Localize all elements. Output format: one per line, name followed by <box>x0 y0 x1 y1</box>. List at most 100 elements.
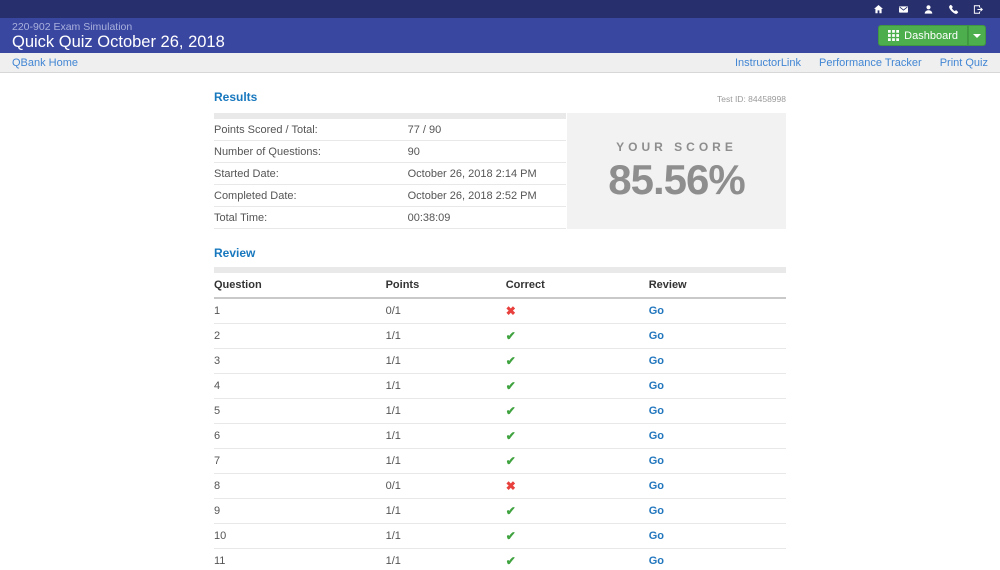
stats-row: Total Time: 00:38:09 <box>214 206 566 229</box>
stat-label: Points Scored / Total: <box>214 119 408 141</box>
dashboard-button-label: Dashboard <box>904 29 958 42</box>
score-box: YOUR SCORE 85.56% <box>567 113 786 229</box>
dashboard-button[interactable]: Dashboard <box>878 25 968 46</box>
review-cell: Go <box>648 423 786 449</box>
go-review-link[interactable]: Go <box>648 355 664 367</box>
review-table-row: 9 1/1 ✔ Go <box>214 498 786 524</box>
correct-check-icon: ✔ <box>505 354 516 368</box>
user-icon[interactable] <box>923 4 934 15</box>
stat-value: October 26, 2018 2:52 PM <box>407 184 566 207</box>
question-number: 6 <box>214 423 386 449</box>
review-table-row: 1 0/1 ✖ Go <box>214 298 786 324</box>
results-header-row: Results Test ID: 84458998 <box>214 90 786 104</box>
go-review-link[interactable]: Go <box>648 430 664 442</box>
review-table-row: 3 1/1 ✔ Go <box>214 348 786 374</box>
caret-down-icon <box>973 33 981 38</box>
nav-performance-tracker[interactable]: Performance Tracker <box>819 56 922 69</box>
results-heading: Results <box>214 90 258 104</box>
correct-cell: ✔ <box>505 423 649 449</box>
points-value: 1/1 <box>385 348 506 374</box>
col-header-correct: Correct <box>505 273 649 299</box>
stat-label: Completed Date: <box>214 184 408 207</box>
nav-instructorlink[interactable]: InstructorLink <box>734 56 801 69</box>
correct-check-icon: ✔ <box>505 504 516 518</box>
question-number: 7 <box>214 448 386 474</box>
stats-row: Completed Date: October 26, 2018 2:52 PM <box>214 184 566 207</box>
phone-icon[interactable] <box>948 4 959 15</box>
results-stats-table: Points Scored / Total: 77 / 90 Number of… <box>214 119 566 229</box>
correct-check-icon: ✔ <box>505 429 516 443</box>
col-header-review: Review <box>648 273 786 299</box>
stat-value: 90 <box>407 140 566 163</box>
go-review-link[interactable]: Go <box>648 380 664 392</box>
score-label: YOUR SCORE <box>616 140 737 154</box>
points-value: 1/1 <box>385 423 506 449</box>
question-number: 11 <box>214 548 386 570</box>
test-id-label: Test ID: 84458998 <box>717 94 786 104</box>
points-value: 1/1 <box>385 323 506 349</box>
correct-cell: ✔ <box>505 548 649 570</box>
review-cell: Go <box>648 448 786 474</box>
points-value: 0/1 <box>385 473 506 499</box>
go-review-link[interactable]: Go <box>648 405 664 417</box>
go-review-link[interactable]: Go <box>648 305 664 317</box>
results-stats-column: Points Scored / Total: 77 / 90 Number of… <box>214 113 566 229</box>
correct-check-icon: ✔ <box>505 454 516 468</box>
correct-cell: ✔ <box>505 323 649 349</box>
review-cell: Go <box>648 398 786 424</box>
question-number: 9 <box>214 498 386 524</box>
dashboard-button-group: Dashboard <box>878 25 986 46</box>
header-titles: 220-902 Exam Simulation Quick Quiz Octob… <box>12 21 225 51</box>
go-review-link[interactable]: Go <box>648 330 664 342</box>
nav-print-quiz[interactable]: Print Quiz <box>939 56 988 69</box>
correct-cell: ✔ <box>505 348 649 374</box>
correct-cell: ✔ <box>505 448 649 474</box>
stat-label: Total Time: <box>214 206 408 229</box>
mail-icon[interactable] <box>898 4 909 15</box>
nav-right-links: InstructorLink Performance Tracker Print… <box>735 57 988 69</box>
correct-check-icon: ✔ <box>505 329 516 343</box>
review-heading: Review <box>214 246 256 260</box>
col-header-question: Question <box>214 273 386 299</box>
correct-cell: ✖ <box>505 473 649 499</box>
points-value: 1/1 <box>385 498 506 524</box>
sign-out-icon[interactable] <box>973 4 984 15</box>
stat-value: 00:38:09 <box>407 206 566 229</box>
question-number: 10 <box>214 523 386 549</box>
home-icon[interactable] <box>873 4 884 15</box>
correct-cell: ✔ <box>505 498 649 524</box>
go-review-link[interactable]: Go <box>648 530 664 542</box>
review-cell: Go <box>648 348 786 374</box>
col-header-points: Points <box>385 273 506 299</box>
score-value: 85.56% <box>608 156 745 203</box>
page-title: Quick Quiz October 26, 2018 <box>12 32 225 51</box>
nav-qbank-home[interactable]: QBank Home <box>12 56 79 69</box>
review-table-row: 5 1/1 ✔ Go <box>214 398 786 424</box>
go-review-link[interactable]: Go <box>648 555 664 567</box>
stat-label: Number of Questions: <box>214 140 408 163</box>
points-value: 1/1 <box>385 398 506 424</box>
review-table-row: 10 1/1 ✔ Go <box>214 523 786 549</box>
stats-header-strip <box>214 113 566 119</box>
correct-cell: ✔ <box>505 398 649 424</box>
question-number: 4 <box>214 373 386 399</box>
review-cell: Go <box>648 298 786 324</box>
go-review-link[interactable]: Go <box>648 480 664 492</box>
stat-label: Started Date: <box>214 162 408 185</box>
stat-value: 77 / 90 <box>407 119 566 141</box>
points-value: 1/1 <box>385 373 506 399</box>
review-cell: Go <box>648 548 786 570</box>
review-table: Question Points Correct Review 1 0/1 ✖ Go 2 1… <box>214 273 786 570</box>
correct-cell: ✔ <box>505 523 649 549</box>
review-table-row: 11 1/1 ✔ Go <box>214 548 786 570</box>
review-cell: Go <box>648 498 786 524</box>
review-table-row: 7 1/1 ✔ Go <box>214 448 786 474</box>
question-number: 2 <box>214 323 386 349</box>
go-review-link[interactable]: Go <box>648 455 664 467</box>
correct-check-icon: ✔ <box>505 404 516 418</box>
topbar <box>0 0 1000 18</box>
go-review-link[interactable]: Go <box>648 505 664 517</box>
dashboard-dropdown-button[interactable] <box>968 25 986 46</box>
correct-check-icon: ✔ <box>505 379 516 393</box>
stats-row: Number of Questions: 90 <box>214 140 566 163</box>
